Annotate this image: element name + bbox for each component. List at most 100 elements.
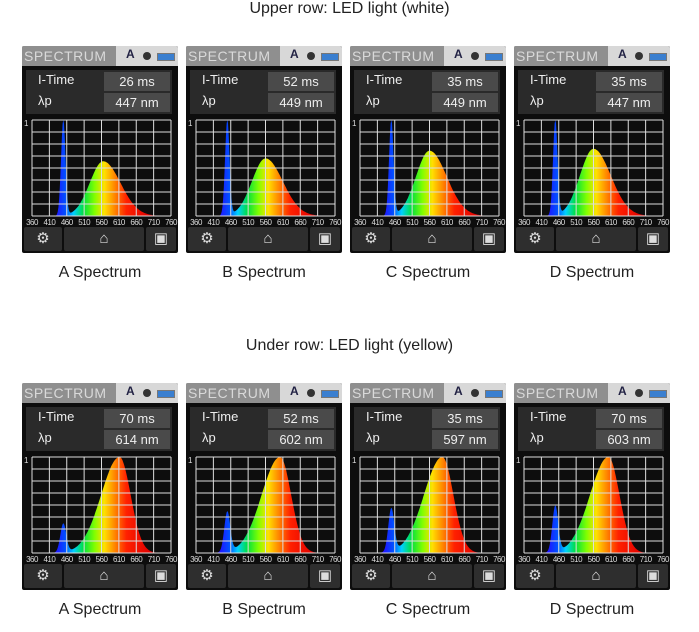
x-tick-label: 610 <box>277 555 290 563</box>
save-button[interactable]: ▣ <box>146 564 176 588</box>
battery-icon <box>485 390 503 398</box>
spectrometer-screen: SPECTRUM A I-Time 70 ms λp 603 nm 1 360 410 460 51… <box>514 383 670 590</box>
spectrum-chart: 1 360 410 460 510 560 610 660 710 760 <box>24 456 178 563</box>
measurement-info: I-Time 52 ms λp 602 nm <box>190 407 336 451</box>
x-tick-label: 510 <box>406 218 419 226</box>
save-icon: ▣ <box>481 567 497 584</box>
screen-title: SPECTRUM <box>514 383 608 403</box>
itime-label: I-Time <box>366 409 403 424</box>
screen-header: SPECTRUM A <box>350 46 506 66</box>
x-tick-label: 560 <box>96 555 109 563</box>
spectrum-chart: 1 360 410 460 510 560 610 660 710 760 <box>516 119 670 226</box>
x-tick-label: 360 <box>518 555 531 563</box>
screen-title: SPECTRUM <box>350 46 444 66</box>
home-button[interactable]: ⌂ <box>392 227 472 251</box>
home-icon: ⌂ <box>427 230 437 247</box>
spectrometer-screen: SPECTRUM A I-Time 35 ms λp 447 nm 1 360 410 460 51… <box>514 46 670 253</box>
settings-button[interactable]: ⚙ <box>188 227 226 251</box>
home-button[interactable]: ⌂ <box>556 564 636 588</box>
home-button[interactable]: ⌂ <box>392 564 472 588</box>
sensor-icon <box>143 52 151 60</box>
x-tick-label: 360 <box>354 555 367 563</box>
measurement-info: I-Time 35 ms λp 449 nm <box>354 70 500 114</box>
battery-icon <box>321 53 339 61</box>
x-tick-label: 510 <box>78 218 91 226</box>
peak-wavelength-label: λp <box>202 93 216 108</box>
x-tick-label: 460 <box>389 218 402 226</box>
home-icon: ⌂ <box>99 567 109 584</box>
settings-button[interactable]: ⚙ <box>24 564 62 588</box>
gear-icon: ⚙ <box>528 567 542 584</box>
save-button[interactable]: ▣ <box>310 564 340 588</box>
home-button[interactable]: ⌂ <box>556 227 636 251</box>
mode-badge: A <box>126 47 135 61</box>
mode-badge: A <box>618 47 627 61</box>
measurement-info: I-Time 52 ms λp 449 nm <box>190 70 336 114</box>
x-tick-label: 510 <box>570 555 583 563</box>
home-button[interactable]: ⌂ <box>228 564 308 588</box>
x-tick-label: 710 <box>640 218 653 226</box>
settings-button[interactable]: ⚙ <box>516 227 554 251</box>
settings-button[interactable]: ⚙ <box>516 564 554 588</box>
x-tick-label: 660 <box>458 555 471 563</box>
x-tick-label: 710 <box>148 555 161 563</box>
home-button[interactable]: ⌂ <box>64 227 144 251</box>
mode-badge: A <box>454 47 463 61</box>
save-button[interactable]: ▣ <box>474 227 504 251</box>
itime-label: I-Time <box>38 409 75 424</box>
panel-caption: A Spectrum <box>58 601 142 618</box>
panel-caption: A Spectrum <box>58 264 142 281</box>
screen-header: SPECTRUM A <box>186 383 342 403</box>
gear-icon: ⚙ <box>36 567 50 584</box>
screen-header: SPECTRUM A <box>350 383 506 403</box>
x-tick-label: 410 <box>535 218 548 226</box>
settings-button[interactable]: ⚙ <box>352 227 390 251</box>
x-tick-label: 360 <box>26 555 39 563</box>
save-button[interactable]: ▣ <box>146 227 176 251</box>
settings-button[interactable]: ⚙ <box>188 564 226 588</box>
screen-title: SPECTRUM <box>350 383 444 403</box>
settings-button[interactable]: ⚙ <box>352 564 390 588</box>
x-tick-label: 560 <box>260 555 273 563</box>
x-tick-label: 360 <box>518 218 531 226</box>
x-tick-label: 610 <box>605 218 618 226</box>
home-button[interactable]: ⌂ <box>228 227 308 251</box>
x-tick-label: 460 <box>225 218 238 226</box>
sensor-icon <box>143 389 151 397</box>
x-tick-label: 710 <box>476 218 489 226</box>
save-button[interactable]: ▣ <box>638 564 668 588</box>
spectrometer-screen: SPECTRUM A I-Time 35 ms λp 449 nm 1 360 410 460 51… <box>350 46 506 253</box>
y-max-label: 1 <box>352 119 357 128</box>
spectrum-chart: 1 360 410 460 510 560 610 660 710 760 <box>352 119 506 226</box>
panel-caption: D Spectrum <box>549 264 635 281</box>
screen-header: SPECTRUM A <box>22 383 178 403</box>
save-icon: ▣ <box>481 230 497 247</box>
screen-title: SPECTRUM <box>186 383 280 403</box>
home-icon: ⌂ <box>99 230 109 247</box>
settings-button[interactable]: ⚙ <box>24 227 62 251</box>
x-tick-label: 460 <box>61 218 74 226</box>
y-max-label: 1 <box>24 456 29 465</box>
battery-icon <box>485 53 503 61</box>
x-tick-label: 510 <box>242 555 255 563</box>
save-button[interactable]: ▣ <box>474 564 504 588</box>
itime-label: I-Time <box>530 72 567 87</box>
screen-header: SPECTRUM A <box>22 46 178 66</box>
sensor-icon <box>471 52 479 60</box>
home-button[interactable]: ⌂ <box>64 564 144 588</box>
x-tick-label: 710 <box>640 555 653 563</box>
peak-wavelength-value: 449 nm <box>268 93 334 112</box>
itime-label: I-Time <box>366 72 403 87</box>
x-tick-label: 710 <box>312 555 325 563</box>
panel-caption: C Spectrum <box>385 601 471 618</box>
x-tick-label: 560 <box>424 218 437 226</box>
save-icon: ▣ <box>153 567 169 584</box>
y-max-label: 1 <box>516 119 521 128</box>
x-tick-label: 360 <box>354 218 367 226</box>
itime-value: 35 ms <box>432 409 498 428</box>
x-tick-label: 760 <box>493 555 506 563</box>
peak-wavelength-label: λp <box>202 430 216 445</box>
save-button[interactable]: ▣ <box>638 227 668 251</box>
itime-label: I-Time <box>38 72 75 87</box>
save-button[interactable]: ▣ <box>310 227 340 251</box>
